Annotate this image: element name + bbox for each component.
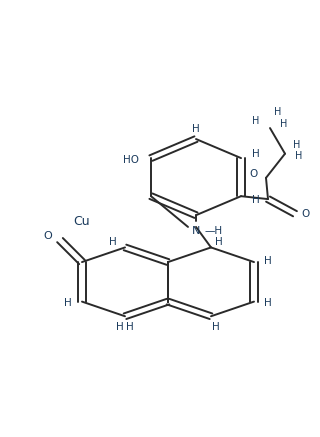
Text: N: N	[192, 225, 200, 236]
Text: H: H	[293, 140, 301, 150]
Text: H: H	[215, 236, 223, 246]
Text: H: H	[264, 256, 272, 266]
Text: H: H	[252, 116, 260, 126]
Text: H: H	[295, 151, 303, 161]
Text: H: H	[264, 298, 272, 308]
Text: Cu: Cu	[74, 215, 90, 228]
Text: H: H	[109, 236, 117, 246]
Text: H: H	[252, 195, 260, 205]
Text: H: H	[116, 322, 124, 332]
Text: HO: HO	[123, 155, 139, 165]
Text: H: H	[274, 107, 282, 117]
Text: O: O	[301, 209, 309, 219]
Text: H: H	[280, 119, 288, 129]
Text: H: H	[192, 124, 200, 134]
Text: H: H	[212, 322, 220, 332]
Text: H: H	[64, 298, 72, 308]
Text: O: O	[250, 169, 258, 179]
Text: O: O	[44, 232, 52, 241]
Text: —H: —H	[205, 225, 223, 236]
Text: H: H	[252, 149, 260, 160]
Text: H: H	[126, 322, 134, 332]
